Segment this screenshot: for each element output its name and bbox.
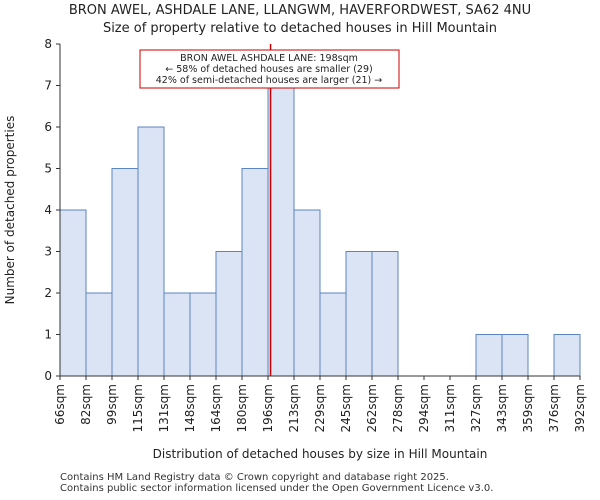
x-tick-label-376sqm: 376sqm	[547, 384, 561, 432]
x-tick-label-311sqm: 311sqm	[443, 384, 457, 432]
x-tick-label-131sqm: 131sqm	[157, 384, 171, 432]
annotation-line1: BRON AWEL ASHDALE LANE: 198sqm	[180, 53, 358, 64]
x-tick-label-180sqm: 180sqm	[235, 384, 249, 432]
y-tick-label: 8	[44, 37, 52, 51]
y-tick-label: 5	[44, 162, 52, 176]
x-axis-ticks: 66sqm 82sqm 99sqm 115sqm 131sqm 148sqm 164sqm 1…	[53, 376, 587, 432]
x-tick-label-115sqm: 115sqm	[131, 384, 145, 432]
y-tick-label: 1	[44, 328, 52, 342]
bar-262sqm	[371, 251, 399, 377]
bar-229sqm	[319, 292, 347, 377]
y-tick-label: 6	[44, 120, 52, 134]
x-tick-label-262sqm: 262sqm	[365, 384, 379, 432]
x-tick-label-99sqm: 99sqm	[105, 384, 119, 425]
bar-115sqm	[137, 126, 165, 377]
y-tick-label: 7	[44, 79, 52, 93]
bar-245sqm	[345, 251, 373, 377]
footer-line1: Contains HM Land Registry data © Crown c…	[60, 472, 449, 483]
bar-148sqm	[189, 292, 217, 377]
bar-164sqm	[215, 251, 243, 377]
annotation-line2: ← 58% of detached houses are smaller (29…	[165, 64, 372, 75]
bar-213sqm	[293, 209, 321, 377]
bar-327sqm	[475, 334, 503, 377]
chart-title: BRON AWEL, ASHDALE LANE, LLANGWM, HAVERF…	[0, 2, 600, 38]
y-tick-label: 2	[44, 286, 52, 300]
bar-66sqm	[59, 209, 87, 377]
footer-line2: Contains public sector information licen…	[60, 483, 494, 494]
y-axis-label: Number of detached properties	[3, 116, 17, 305]
x-tick-label-229sqm: 229sqm	[313, 384, 327, 432]
x-tick-label-66sqm: 66sqm	[53, 384, 67, 425]
bar-82sqm	[85, 292, 113, 377]
x-tick-label-359sqm: 359sqm	[521, 384, 535, 432]
y-tick-label: 4	[44, 203, 52, 217]
x-tick-label-294sqm: 294sqm	[417, 384, 431, 432]
x-tick-label-82sqm: 82sqm	[79, 384, 93, 425]
bar-196sqm	[267, 85, 295, 377]
y-tick-label: 3	[44, 245, 52, 259]
x-tick-label-164sqm: 164sqm	[209, 384, 223, 432]
x-tick-label-327sqm: 327sqm	[469, 384, 483, 432]
x-tick-label-196sqm: 196sqm	[261, 384, 275, 432]
footer: Contains HM Land Registry data © Crown c…	[60, 472, 493, 494]
annotation-box: BRON AWEL ASHDALE LANE: 198sqm ← 58% of …	[139, 49, 400, 89]
x-tick-label-213sqm: 213sqm	[287, 384, 301, 432]
x-tick-label-148sqm: 148sqm	[183, 384, 197, 432]
bar-343sqm	[501, 334, 529, 377]
annotation-line3: 42% of semi-detached houses are larger (…	[156, 75, 383, 86]
bar-376sqm	[553, 334, 581, 377]
x-axis-label: Distribution of detached houses by size …	[153, 447, 488, 461]
bar-99sqm	[111, 168, 139, 377]
x-tick-label-343sqm: 343sqm	[495, 384, 509, 432]
bar-180sqm	[241, 168, 269, 377]
y-axis-ticks: 0 1 2 3 4 5 6 7 8	[44, 37, 60, 383]
chart-title-line1: BRON AWEL, ASHDALE LANE, LLANGWM, HAVERF…	[68, 3, 532, 18]
x-tick-label-245sqm: 245sqm	[339, 384, 353, 432]
chart-title-line2: Size of property relative to detached ho…	[102, 21, 498, 36]
y-tick-label: 0	[44, 369, 52, 383]
x-tick-label-392sqm: 392sqm	[573, 384, 587, 432]
bar-131sqm	[163, 292, 191, 377]
bars-group	[59, 85, 581, 377]
x-tick-label-278sqm: 278sqm	[391, 384, 405, 432]
